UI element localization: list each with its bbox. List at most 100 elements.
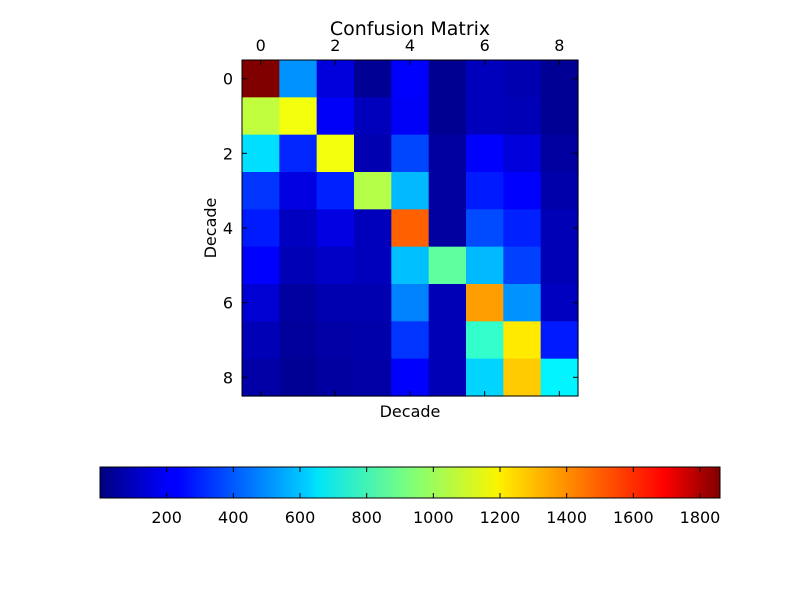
heatmap-cell-r2-c2 [316, 134, 355, 173]
heatmap-cell-r4-c1 [279, 209, 318, 248]
heatmap-cell-r6-c5 [428, 284, 467, 322]
heatmap-cell-r4-c8 [540, 209, 579, 248]
heatmap-cell-r5-c6 [466, 246, 504, 285]
x-tick-label: 8 [554, 36, 564, 55]
heatmap-cell-r0-c2 [316, 60, 355, 98]
heatmap-ticks: 0 2 4 6 8 0 2 4 6 8 [223, 36, 578, 396]
heatmap-cell-r1-c5 [428, 97, 467, 136]
heatmap-cell-r3-c3 [354, 172, 392, 210]
heatmap-cell-r8-c1 [279, 358, 318, 397]
heatmap-cell-r6-c4 [391, 284, 430, 322]
heatmap-cell-r8-c0 [242, 358, 280, 397]
heatmap-cell-r4-c2 [316, 209, 355, 248]
colorbar-tick-label: 400 [218, 508, 249, 527]
heatmap-cell-r3-c4 [391, 172, 430, 210]
heatmap-cell-r2-c1 [279, 134, 318, 173]
heatmap-cell-r5-c2 [316, 246, 355, 285]
x-tick-label: 2 [330, 36, 340, 55]
heatmap-cell-r7-c6 [466, 321, 504, 360]
heatmap-cell-r2-c0 [242, 134, 280, 173]
heatmap-cell-r4-c0 [242, 209, 280, 248]
heatmap-cell-r1-c2 [316, 97, 355, 136]
heatmap-cell-r8-c6 [466, 358, 504, 397]
colorbar-ticks: 200 400 600 800 1000 1200 1400 1600 1800 [151, 467, 720, 527]
colorbar-tick-label: 1000 [413, 508, 454, 527]
heatmap-cell-r7-c1 [279, 321, 318, 360]
colorbar-tick-label: 200 [151, 508, 182, 527]
heatmap-cells [242, 60, 579, 397]
y-tick-label: 4 [223, 219, 233, 238]
heatmap-cell-r5-c0 [242, 246, 280, 285]
heatmap-cell-r2-c4 [391, 134, 430, 173]
heatmap-cell-r0-c1 [279, 60, 318, 98]
heatmap-cell-r0-c8 [540, 60, 579, 98]
heatmap-cell-r3-c7 [503, 172, 542, 210]
heatmap-cell-r4-c5 [428, 209, 467, 248]
heatmap-cell-r0-c5 [428, 60, 467, 98]
x-tick-label: 6 [480, 36, 490, 55]
x-tick-label: 0 [256, 36, 266, 55]
y-tick-label: 0 [223, 70, 233, 89]
heatmap-cell-r8-c8 [540, 358, 579, 397]
heatmap-cell-r6-c2 [316, 284, 355, 322]
heatmap-cell-r4-c3 [354, 209, 392, 248]
y-tick-label: 2 [223, 144, 233, 163]
y-axis-label: Decade [201, 198, 220, 259]
heatmap-cell-r5-c8 [540, 246, 579, 285]
heatmap-cell-r6-c1 [279, 284, 318, 322]
heatmap-cell-r7-c8 [540, 321, 579, 360]
heatmap-cell-r1-c7 [503, 97, 542, 136]
heatmap-cell-r3-c1 [279, 172, 318, 210]
heatmap-cell-r8-c3 [354, 358, 392, 397]
heatmap-cell-r5-c7 [503, 246, 542, 285]
heatmap-cell-r3-c8 [540, 172, 579, 210]
heatmap-cell-r3-c0 [242, 172, 280, 210]
colorbar-tick-label: 1600 [613, 508, 654, 527]
heatmap-cell-r2-c3 [354, 134, 392, 173]
heatmap-cell-r6-c7 [503, 284, 542, 322]
heatmap-cell-r2-c6 [466, 134, 504, 173]
heatmap-cell-r5-c3 [354, 246, 392, 285]
heatmap-cell-r1-c6 [466, 97, 504, 136]
heatmap-cell-r2-c7 [503, 134, 542, 173]
colorbar-tick-label: 600 [285, 508, 316, 527]
heatmap-cell-r6-c3 [354, 284, 392, 322]
heatmap-cell-r0-c7 [503, 60, 542, 98]
colorbar-tick-label: 1200 [480, 508, 521, 527]
heatmap-cell-r1-c0 [242, 97, 280, 136]
heatmap-cell-r6-c0 [242, 284, 280, 322]
chart-title: Confusion Matrix [330, 18, 490, 40]
heatmap-cell-r3-c5 [428, 172, 467, 210]
heatmap-cell-r1-c1 [279, 97, 318, 136]
heatmap-cell-r8-c7 [503, 358, 542, 397]
heatmap-cell-r7-c7 [503, 321, 542, 360]
colorbar-tick-label: 1400 [546, 508, 587, 527]
heatmap-cell-r5-c1 [279, 246, 318, 285]
heatmap-cell-r8-c5 [428, 358, 467, 397]
heatmap-cell-r5-c4 [391, 246, 430, 285]
heatmap-cell-r7-c5 [428, 321, 467, 360]
heatmap-cell-r0-c4 [391, 60, 430, 98]
heatmap-cell-r1-c4 [391, 97, 430, 136]
heatmap-cell-r6-c6 [466, 284, 504, 322]
heatmap-cell-r1-c8 [540, 97, 579, 136]
heatmap-cell-r0-c0 [242, 60, 280, 98]
colorbar-tick-label: 1800 [680, 508, 721, 527]
heatmap-cell-r7-c2 [316, 321, 355, 360]
heatmap-cell-r8-c2 [316, 358, 355, 397]
heatmap-cell-r7-c0 [242, 321, 280, 360]
heatmap-cell-r5-c5 [428, 246, 467, 285]
x-tick-label: 4 [405, 36, 415, 55]
heatmap-cell-r1-c3 [354, 97, 392, 136]
heatmap-cell-r4-c7 [503, 209, 542, 248]
colorbar [99, 466, 721, 499]
heatmap-cell-r7-c4 [391, 321, 430, 360]
heatmap-cell-r8-c4 [391, 358, 430, 397]
heatmap-cell-r4-c6 [466, 209, 504, 248]
heatmap-cell-r2-c5 [428, 134, 467, 173]
y-tick-label: 8 [223, 368, 233, 387]
heatmap-cell-r3-c6 [466, 172, 504, 210]
heatmap-cell-r4-c4 [391, 209, 430, 248]
heatmap-cell-r0-c6 [466, 60, 504, 98]
